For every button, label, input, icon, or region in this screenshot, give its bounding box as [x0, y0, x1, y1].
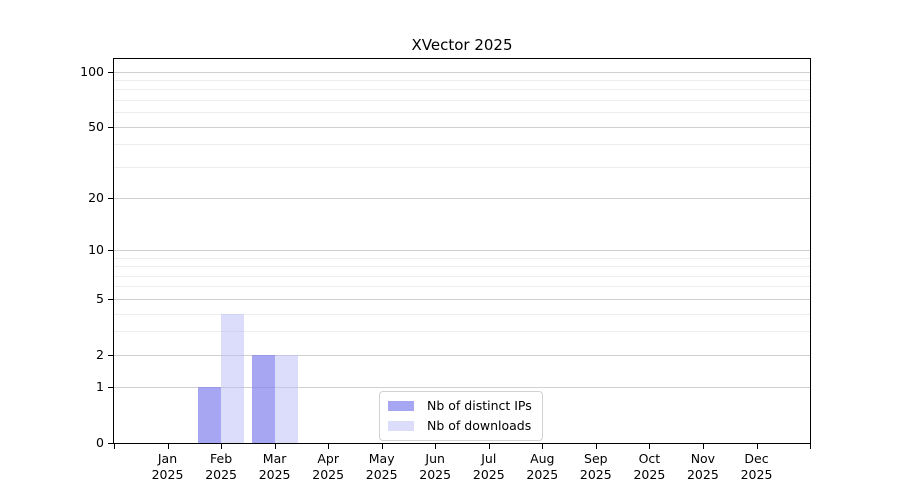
bar-downloads — [221, 313, 245, 443]
y-gridline-major — [114, 298, 810, 300]
y-tick — [108, 387, 113, 389]
y-gridline-minor — [114, 79, 810, 81]
x-tick — [702, 444, 704, 449]
y-gridline-major — [114, 71, 810, 73]
y-tick — [108, 443, 113, 444]
chart-title: XVector 2025 — [411, 36, 513, 54]
x-tick-label: Apr 2025 — [312, 451, 345, 482]
x-tick — [756, 444, 758, 449]
x-tick — [328, 444, 330, 449]
y-gridline-minor — [114, 99, 810, 101]
y-tick-label: 2 — [96, 346, 104, 362]
x-tick-label: May 2025 — [365, 451, 398, 482]
legend-swatch-downloads — [388, 420, 414, 431]
y-gridline-minor — [114, 313, 810, 315]
x-tick — [435, 444, 437, 449]
x-tick-label: Jul 2025 — [472, 451, 505, 482]
x-tick — [595, 444, 597, 449]
y-tick — [108, 250, 113, 251]
x-tick — [381, 444, 383, 449]
y-gridline-minor — [114, 144, 810, 146]
y-tick — [108, 126, 113, 128]
bar-distinct-ips — [198, 387, 222, 443]
y-gridline-minor — [114, 331, 810, 333]
x-tick — [649, 444, 651, 449]
y-tick — [108, 354, 113, 356]
y-tick — [108, 197, 113, 199]
y-tick-label: 5 — [96, 290, 104, 306]
y-tick-label: 20 — [88, 189, 104, 205]
y-tick-label: 10 — [88, 242, 104, 257]
y-tick-label: 0 — [96, 435, 104, 450]
x-tick — [274, 444, 276, 449]
x-tick — [167, 444, 169, 449]
y-tick-label: 50 — [88, 118, 104, 134]
x-tick-label: Mar 2025 — [258, 451, 291, 482]
bar-distinct-ips — [251, 354, 275, 443]
x-tick-label: Sep 2025 — [579, 451, 612, 482]
x-tick-label: Nov 2025 — [686, 451, 719, 482]
y-gridline-major — [114, 126, 810, 128]
y-gridline-minor — [114, 166, 810, 168]
x-tick-label: Jun 2025 — [419, 451, 452, 482]
x-tick-label: Oct 2025 — [633, 451, 666, 482]
legend-row: Nb of downloads — [388, 418, 532, 433]
x-tick-boundary — [114, 444, 115, 449]
y-gridline-major — [114, 387, 810, 389]
y-gridline-minor — [114, 89, 810, 91]
x-tick-boundary — [810, 444, 811, 449]
y-gridline-minor — [114, 275, 810, 277]
y-gridline-minor — [114, 266, 810, 268]
y-tick — [108, 298, 113, 300]
plot-area — [113, 58, 811, 444]
x-tick-label: Jan 2025 — [151, 451, 184, 482]
y-gridline-minor — [114, 112, 810, 114]
legend-swatch-distinct-ips — [388, 400, 414, 411]
legend-label: Nb of downloads — [427, 418, 532, 433]
y-tick — [108, 71, 113, 73]
y-tick-label: 100 — [80, 63, 104, 79]
y-gridline-minor — [114, 286, 810, 288]
legend-row: Nb of distinct IPs — [388, 398, 532, 413]
x-tick — [221, 444, 223, 449]
x-tick — [542, 444, 544, 449]
y-gridline-major — [114, 197, 810, 199]
x-tick — [488, 444, 490, 449]
x-tick-label: Dec 2025 — [740, 451, 773, 482]
x-tick-label: Feb 2025 — [205, 451, 237, 482]
y-tick-label: 1 — [96, 379, 104, 395]
x-tick-label: Aug 2025 — [526, 451, 559, 482]
y-gridline-major — [114, 250, 810, 251]
legend-label: Nb of distinct IPs — [427, 398, 532, 413]
legend: Nb of distinct IPs Nb of downloads — [379, 391, 543, 441]
bar-downloads — [274, 354, 298, 443]
y-gridline-major — [114, 354, 810, 356]
y-gridline-minor — [114, 257, 810, 259]
